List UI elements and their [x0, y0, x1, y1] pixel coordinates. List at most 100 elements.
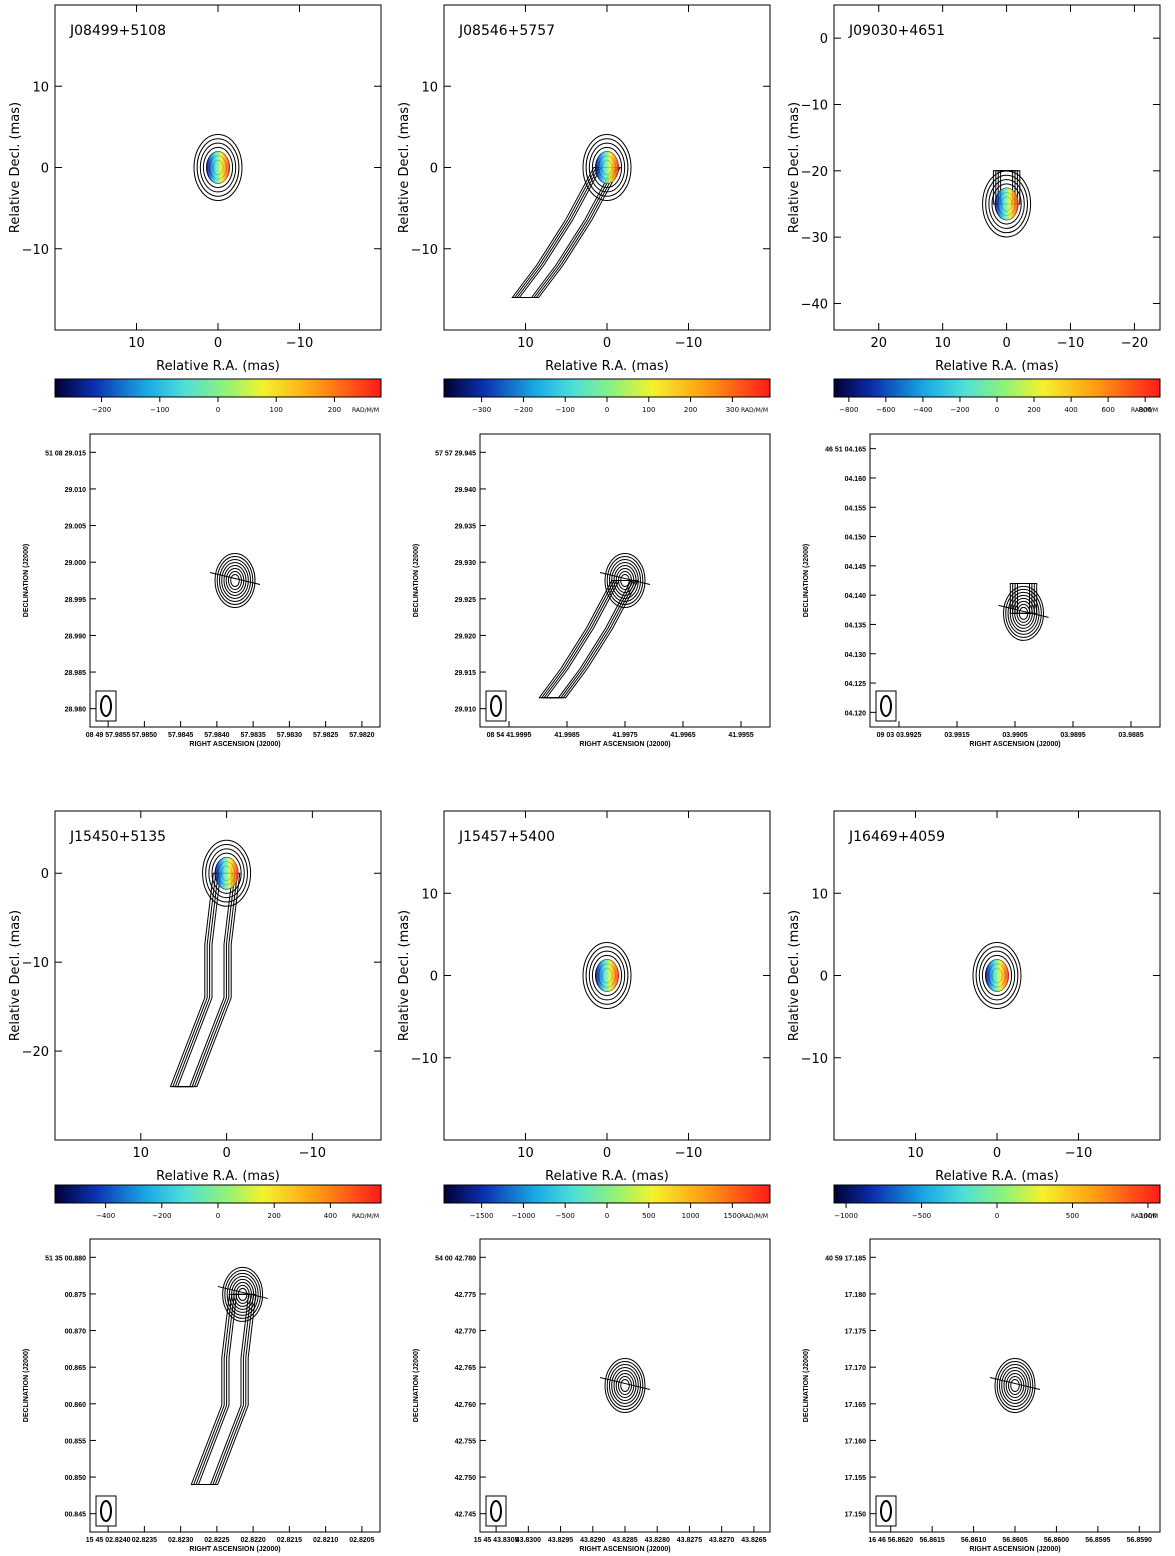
y-tick-label: 51 08 29.015 — [45, 450, 86, 457]
colorbar — [54, 378, 382, 398]
contour-level — [972, 942, 1022, 1009]
y-axis-label: Relative Decl. (mas) — [397, 102, 412, 233]
colorbar-tick-label: −400 — [913, 406, 932, 414]
contour-level — [585, 138, 629, 197]
contour-level — [196, 138, 240, 197]
contour-level — [588, 950, 626, 1001]
y-axis-label: Relative Decl. (mas) — [787, 102, 802, 233]
beam-ellipse — [100, 695, 112, 717]
y-tick-label: 40 59 17.185 — [825, 1255, 866, 1262]
colorbar-tick-label: 200 — [268, 1212, 281, 1220]
colorbar-tick-label: −1000 — [512, 1212, 536, 1220]
y-tick-label: −20 — [22, 1045, 49, 1060]
beam-box — [485, 690, 507, 722]
plot-frame — [479, 1238, 771, 1533]
x-tick-label: −10 — [1065, 1146, 1092, 1161]
x-tick-label: 02.8215 — [277, 1537, 302, 1544]
contour-level — [222, 1266, 264, 1322]
x-tick-label: 15 45 43.8305 — [474, 1537, 519, 1544]
x-tick-label: 02.8220 — [240, 1537, 265, 1544]
colorbar-tick-label: −200 — [92, 406, 111, 414]
y-tick-label: 29.005 — [65, 524, 87, 531]
x-tick-label: 41.9955 — [728, 732, 753, 739]
x-axis-label: RIGHT ASCENSION (J2000) — [189, 1546, 280, 1553]
contour-level — [609, 1364, 641, 1407]
x-tick-label: 57.9845 — [168, 732, 193, 739]
y-tick-label: 00.860 — [65, 1402, 87, 1409]
x-tick-label: 56.8595 — [1085, 1537, 1110, 1544]
y-tick-label: 04.155 — [845, 505, 867, 512]
contour-level — [1001, 1367, 1029, 1404]
colorbar — [443, 1184, 771, 1204]
contour-level — [606, 1361, 644, 1410]
y-axis-label: Relative Decl. (mas) — [787, 910, 802, 1041]
rm-color-patch — [595, 959, 619, 992]
y-tick-label: 57 57 29.945 — [435, 450, 476, 457]
y-tick-label: 28.995 — [65, 597, 87, 604]
x-tick-label: 10 — [517, 336, 534, 351]
y-tick-label: 42.750 — [455, 1475, 477, 1482]
colorbar-tick-label: 0 — [216, 406, 220, 414]
x-tick-label: 02.8225 — [204, 1537, 229, 1544]
x-tick-label: 57.9830 — [277, 732, 302, 739]
contour-level — [985, 174, 1028, 234]
beam-ellipse — [490, 1500, 502, 1522]
y-tick-label: 28.980 — [65, 707, 87, 714]
y-tick-label: 17.160 — [845, 1438, 867, 1445]
colorbar-unit: RAD/M/M — [352, 1213, 379, 1220]
y-tick-label: 54 00 42.780 — [435, 1255, 476, 1262]
y-axis-label: Relative Decl. (mas) — [8, 102, 23, 233]
y-tick-label: 04.140 — [845, 593, 867, 600]
contour-level — [582, 134, 632, 201]
x-tick-label: 02.8230 — [168, 1537, 193, 1544]
evpa-panel-J16469+4059: 16 46 56.8620 56.8615 56.8610 56.8605 56.860… — [803, 1238, 1161, 1553]
colorbar — [833, 378, 1161, 398]
colorbar-tick-label: 200 — [328, 406, 341, 414]
y-tick-label: −10 — [22, 956, 49, 971]
x-tick-label: 03.9905 — [1002, 732, 1027, 739]
contour-level — [221, 562, 249, 599]
plot-frame — [869, 433, 1161, 728]
beam-box — [95, 1495, 117, 1527]
colorbar-tick-label: 1000 — [1139, 1212, 1157, 1220]
y-axis-label: Relative Decl. (mas) — [397, 910, 412, 1041]
x-tick-label: 03.9885 — [1118, 732, 1143, 739]
y-tick-label: 42.755 — [455, 1438, 477, 1445]
contour-level — [208, 848, 245, 899]
colorbar-tick-label: 100 — [642, 406, 655, 414]
colorbar-tick-label: −200 — [152, 1212, 171, 1220]
y-tick-label: 42.770 — [455, 1329, 477, 1336]
y-tick-label: 00.850 — [65, 1475, 87, 1482]
plot-frame — [833, 4, 1161, 331]
x-tick-label: 0 — [993, 1146, 1001, 1161]
evpa-vector — [998, 604, 1049, 618]
x-axis-label: RIGHT ASCENSION (J2000) — [189, 741, 280, 748]
evpa-vector — [209, 572, 261, 585]
y-tick-label: 0 — [820, 970, 828, 985]
rm-panel-J15457+5400: 10 0 −10 10 0 −10 Relative R.A. (mas) Relative … — [397, 810, 771, 1220]
evpa-vector — [599, 1377, 651, 1390]
x-tick-label: 0 — [603, 1146, 611, 1161]
contour-level — [988, 179, 1025, 229]
contour-level — [219, 559, 251, 602]
y-axis-label: DECLINATION (J2000) — [23, 1349, 30, 1422]
evpa-panel-J08546+5757: 08 54 41.9995 41.9985 41.9975 41.9965 41.995… — [413, 433, 771, 748]
colorbar — [54, 1184, 382, 1204]
x-tick-label: 15 45 02.8240 — [86, 1537, 131, 1544]
rm-color-patch — [985, 959, 1009, 992]
colorbar-tick-label: −200 — [514, 406, 533, 414]
colorbar-tick-label: −800 — [839, 406, 858, 414]
contour-level — [226, 1272, 259, 1316]
x-tick-label: 57.9850 — [132, 732, 157, 739]
x-tick-label: 0 — [1002, 336, 1010, 351]
contour-level — [216, 556, 254, 605]
y-axis-label: DECLINATION (J2000) — [803, 544, 810, 617]
contour-level — [202, 839, 252, 907]
y-tick-label: −10 — [801, 1052, 828, 1067]
x-tick-label: 41.9975 — [612, 732, 637, 739]
y-tick-label: 04.145 — [845, 564, 867, 571]
y-tick-label: 17.170 — [845, 1365, 867, 1372]
rm-panel-J15450+5135: 10 0 −10 0 −10 −20 Relative R.A. (mas) Relative… — [8, 810, 382, 1220]
colorbar-tick-label: 500 — [1066, 1212, 1079, 1220]
colorbar-tick-label: 200 — [684, 406, 697, 414]
